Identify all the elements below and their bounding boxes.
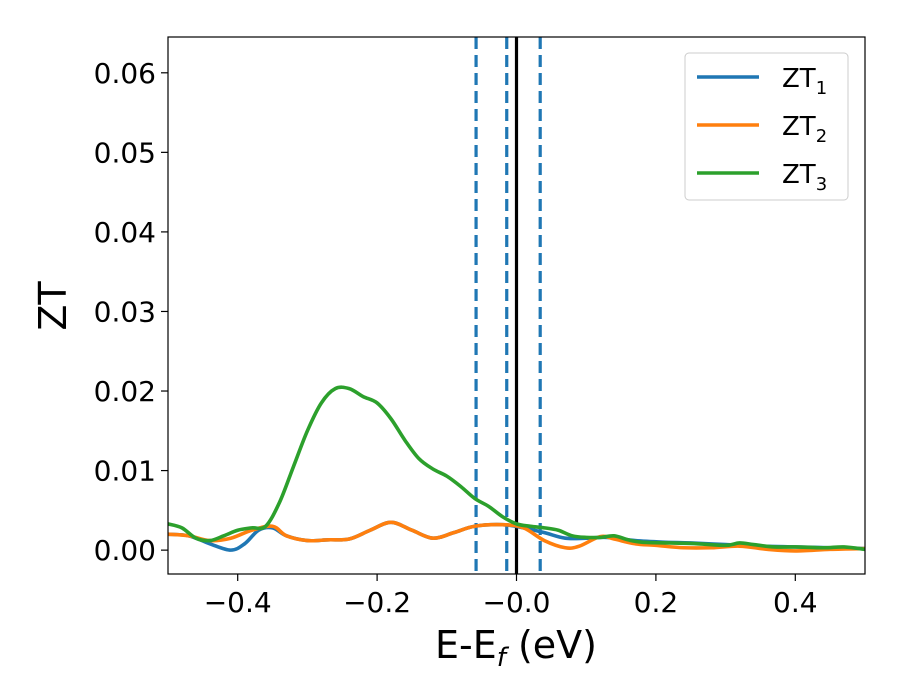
y-tick-label: 0.03 <box>94 295 156 328</box>
series-layer <box>168 385 865 553</box>
x-tick-label: 0.2 <box>634 586 679 619</box>
legend-label-zt3: ZT3 <box>782 160 827 195</box>
legend-label-zt2: ZT2 <box>782 112 827 147</box>
x-axis-label: E-Ef (eV) <box>435 623 597 673</box>
y-tick-label: 0.02 <box>94 375 156 408</box>
legend: ZT1 ZT2 ZT3 <box>684 52 849 201</box>
y-tick-label: 0.01 <box>94 455 156 488</box>
reference-lines <box>474 37 542 574</box>
series-line-zt2 <box>168 520 865 553</box>
x-tick-label: 0.4 <box>773 586 818 619</box>
y-tick-label: 0.06 <box>94 57 156 90</box>
y-axis: 0.00 0.01 0.02 0.03 0.04 0.05 0.06 <box>94 57 168 567</box>
x-tick-label: −0.2 <box>343 586 411 619</box>
x-tick-label: −0.0 <box>483 586 551 619</box>
y-tick-label: 0.04 <box>94 216 156 249</box>
x-tick-label: −0.4 <box>204 586 272 619</box>
y-tick-label: 0.05 <box>94 136 156 169</box>
legend-label-zt1: ZT1 <box>782 64 827 99</box>
series-line-zt3 <box>168 385 865 552</box>
y-tick-label: 0.00 <box>94 534 156 567</box>
legend-box <box>684 52 849 201</box>
y-axis-label: ZT <box>31 281 75 331</box>
x-axis: −0.4 −0.2 −0.0 0.2 0.4 <box>204 574 818 619</box>
